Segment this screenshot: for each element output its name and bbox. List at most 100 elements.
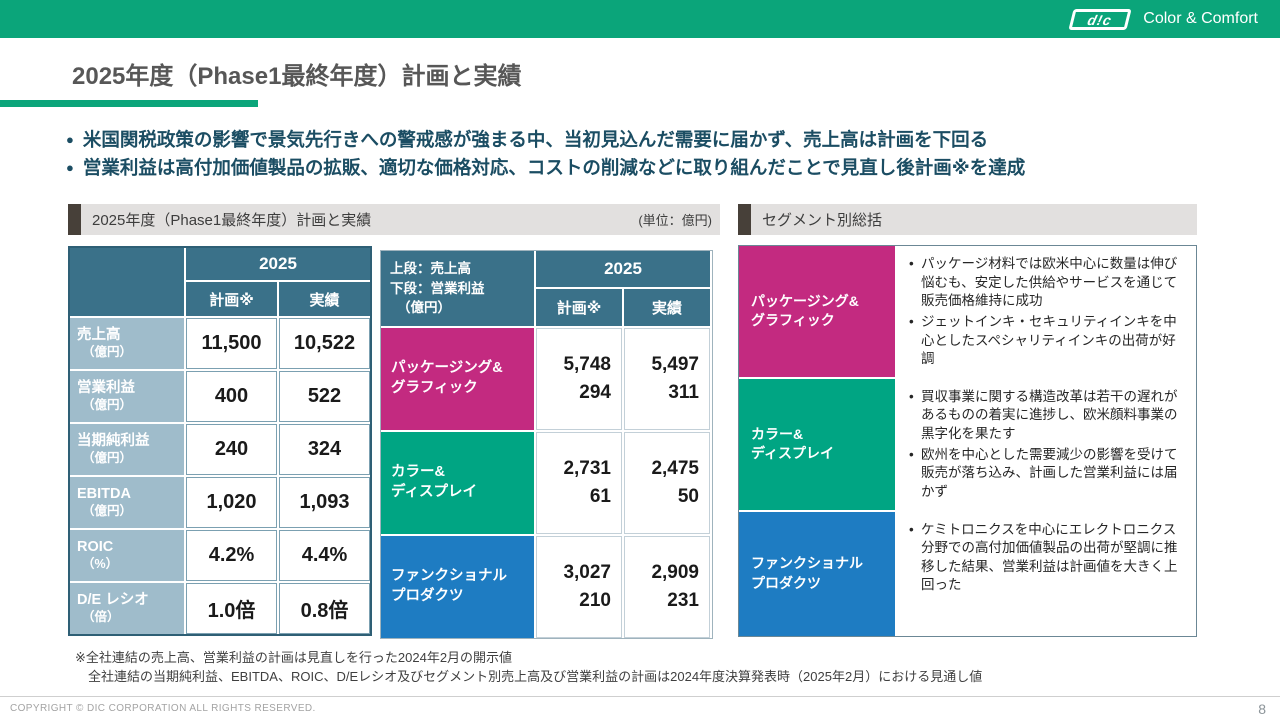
summary-bullet: パッケージ材料では欧米中心に数量は伸び悩むも、安定した供給やサービスを通じて販売… <box>906 255 1188 311</box>
summary-name-line2: グラフィック <box>751 312 835 329</box>
kpi-row-label-de-ratio: D/E レシオ （倍） <box>70 583 184 634</box>
kpi-row-label-op-profit: 営業利益 （億円） <box>70 371 184 422</box>
summary-text-functional-products: ケミトロニクスを中心にエレクトロニクス分野での高付加価値製品の出荷が堅調に推移し… <box>897 511 1196 636</box>
kpi-label-text: 当期純利益 <box>77 433 150 450</box>
summary-bullet: 買収事業に関する構造改革は若干の遅れがあるものの着実に進捗し、欧米顔料事業の黒字… <box>906 388 1188 444</box>
summary-bullet: ケミトロニクスを中心にエレクトロニクス分野での高付加価値製品の出荷が堅調に推移し… <box>906 521 1188 596</box>
kpi-row-label-roic: ROIC （%） <box>70 530 184 581</box>
kpi-value-actual: 324 <box>279 424 370 475</box>
kpi-value-plan: 1.0倍 <box>186 583 277 634</box>
kpi-row-label-ebitda: EBITDA （億円） <box>70 477 184 528</box>
unit-label: (単位：億円) <box>638 213 712 228</box>
segment-plan-values: 3,027 210 <box>536 536 622 638</box>
brand-tagline: Color & Comfort <box>1143 10 1258 27</box>
dic-logo-icon: d!c <box>1068 8 1132 30</box>
summary-name-packaging-graphic: パッケージング& グラフィック <box>739 246 895 377</box>
segment-figures-table: 上段：売上高 下段：営業利益 （億円） 2025 計画※ 実績 パッケージング&… <box>380 250 713 639</box>
kpi-value-actual: 522 <box>279 371 370 422</box>
bullet-dot-icon: ● <box>66 160 74 175</box>
key-message-1: ● 米国関税政策の影響で景気先行きへの警戒感が強まる中、当初見込んだ需要に届かず… <box>66 128 1226 152</box>
segment-plan-header: 計画※ <box>536 289 622 326</box>
kpi-value-actual: 0.8倍 <box>279 583 370 634</box>
dic-logo-text: d!c <box>1086 11 1115 27</box>
summary-name-line1: パッケージング& <box>751 292 859 309</box>
segment-actual-profit: 50 <box>677 486 699 507</box>
segment-plan-values: 5,748 294 <box>536 328 622 430</box>
footnotes: ※全社連結の売上高、営業利益の計画は見直しを行った2024年2月の開示値 全社連… <box>75 649 982 687</box>
brand-bar: d!c Color & Comfort <box>0 0 1280 38</box>
segment-actual-sales: 2,909 <box>651 561 699 583</box>
segment-plan-profit: 294 <box>579 382 611 403</box>
segment-name-line2: ディスプレイ <box>391 484 477 500</box>
footnote-1: ※全社連結の売上高、営業利益の計画は見直しを行った2024年2月の開示値 <box>75 650 513 665</box>
summary-name-line2: プロダクツ <box>751 574 821 591</box>
section-header-segment-summary: セグメント別総括 <box>738 204 1197 235</box>
segment-name-line2: グラフィック <box>391 380 478 396</box>
segment-year-header: 2025 <box>536 251 710 287</box>
segment-plan-sales: 2,731 <box>563 457 611 479</box>
kpi-label-unit: （億円） <box>82 503 133 518</box>
segment-actual-header: 実績 <box>624 289 710 326</box>
summary-name-color-display: カラー& ディスプレイ <box>739 378 895 510</box>
kpi-value-actual: 10,522 <box>279 318 370 369</box>
page-number: 8 <box>1258 700 1266 717</box>
segment-name-packaging-graphic: パッケージング& グラフィック <box>381 328 534 430</box>
kpi-corner-cell <box>70 248 184 316</box>
summary-text-color-display: 買収事業に関する構造改革は若干の遅れがあるものの着実に進捗し、欧米顔料事業の黒字… <box>897 378 1196 510</box>
kpi-label-unit: （億円） <box>82 344 133 359</box>
kpi-label-text: 売上高 <box>77 327 121 344</box>
segment-name-color-display: カラー& ディスプレイ <box>381 432 534 534</box>
key-message-2: ● 営業利益は高付加価値製品の拡販、適切な価格対応、コストの削減などに取り組んだ… <box>66 156 1226 180</box>
segment-name-line1: ファンクショナル <box>391 568 507 585</box>
kpi-value-plan: 4.2% <box>186 530 277 581</box>
kpi-label-text: 営業利益 <box>77 380 135 397</box>
bullet-dot-icon: ● <box>66 132 74 147</box>
kpi-year-header: 2025 <box>186 248 370 280</box>
kpi-value-actual: 4.4% <box>279 530 370 581</box>
kpi-row-label-net-income: 当期純利益 （億円） <box>70 424 184 475</box>
section-header-bar <box>68 204 81 235</box>
segment-name-line1: パッケージング& <box>391 360 503 377</box>
segment-name-functional-products: ファンクショナル プロダクツ <box>381 536 534 638</box>
summary-text-packaging-graphic: パッケージ材料では欧米中心に数量は伸び悩むも、安定した供給やサービスを通じて販売… <box>897 246 1196 377</box>
title-underline <box>0 100 258 107</box>
summary-bullet: 欧州を中心とした需要減少の影響を受けて販売が落ち込み、計画した営業利益には届かず <box>906 446 1188 502</box>
kpi-value-actual: 1,093 <box>279 477 370 528</box>
kpi-label-unit: （%） <box>82 556 119 571</box>
segment-summary-panel: パッケージング& グラフィック パッケージ材料では欧米中心に数量は伸び悩むも、安… <box>738 245 1197 637</box>
segment-corner-line2: 下段：営業利益 <box>390 280 485 296</box>
kpi-value-plan: 240 <box>186 424 277 475</box>
segment-plan-sales: 3,027 <box>563 561 611 583</box>
section-header-plan-results: 2025年度（Phase1最終年度）計画と実績 (単位：億円) <box>68 204 720 235</box>
kpi-actual-header: 実績 <box>279 282 370 316</box>
footer: COPYRIGHT © DIC CORPORATION ALL RIGHTS R… <box>0 696 1280 720</box>
summary-name-line2: ディスプレイ <box>751 445 835 462</box>
summary-bullet: ジェットインキ・セキュリティインキを中心としたスペシャリティインキの出荷が好調 <box>906 313 1188 369</box>
kpi-label-text: ROIC <box>77 539 114 556</box>
segment-actual-profit: 231 <box>667 590 699 611</box>
segment-actual-values: 5,497 311 <box>624 328 710 430</box>
kpi-value-plan: 1,020 <box>186 477 277 528</box>
copyright-text: COPYRIGHT © DIC CORPORATION ALL RIGHTS R… <box>10 703 316 714</box>
brand-lockup: d!c Color & Comfort <box>1068 0 1258 38</box>
summary-name-functional-products: ファンクショナル プロダクツ <box>739 511 895 636</box>
summary-name-line1: カラー& <box>751 425 804 442</box>
segment-plan-sales: 5,748 <box>563 353 611 375</box>
segment-corner-cell: 上段：売上高 下段：営業利益 （億円） <box>381 251 534 326</box>
section-header-title: 2025年度（Phase1最終年度）計画と実績 <box>92 212 372 229</box>
section-header-bar <box>738 204 751 235</box>
kpi-label-text: D/E レシオ <box>77 592 149 609</box>
key-message-text: 営業利益は高付加価値製品の拡販、適切な価格対応、コストの削減などに取り組んだこと… <box>82 157 1026 178</box>
segment-actual-sales: 5,497 <box>651 353 699 375</box>
segment-plan-values: 2,731 61 <box>536 432 622 534</box>
kpi-table: 2025 計画※ 実績 売上高 （億円） 11,500 10,522 営業利益 … <box>68 246 372 636</box>
page-title: 2025年度（Phase1最終年度）計画と実績 <box>72 63 522 90</box>
kpi-label-unit: （億円） <box>82 450 133 465</box>
summary-name-line1: ファンクショナル <box>751 555 863 572</box>
segment-name-line2: プロダクツ <box>391 588 464 604</box>
kpi-value-plan: 400 <box>186 371 277 422</box>
kpi-row-label-sales: 売上高 （億円） <box>70 318 184 369</box>
key-messages: ● 米国関税政策の影響で景気先行きへの警戒感が強まる中、当初見込んだ需要に届かず… <box>66 128 1226 184</box>
kpi-label-unit: （倍） <box>82 609 120 624</box>
